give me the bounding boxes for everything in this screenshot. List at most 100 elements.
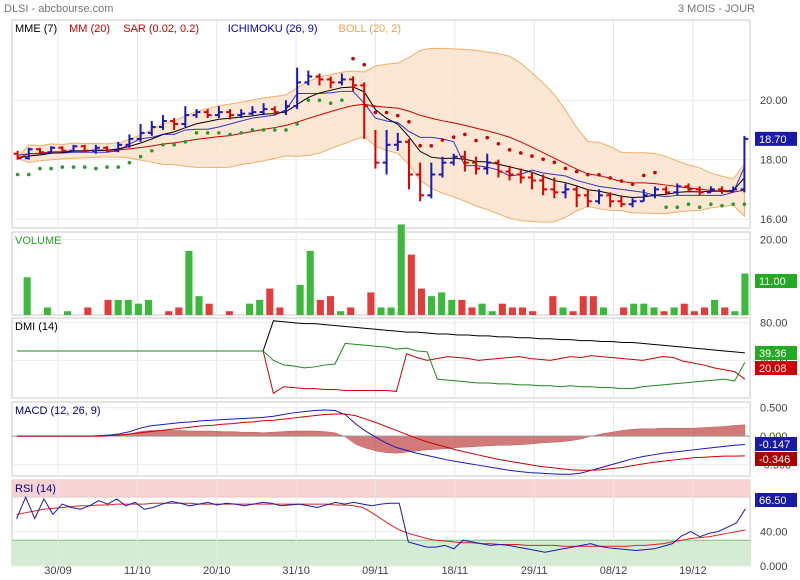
x-tick-label: 29/11 bbox=[521, 565, 548, 577]
x-tick-label: 19/12 bbox=[679, 565, 707, 577]
sar-dot bbox=[228, 132, 232, 137]
price-legend-item: MM (20) bbox=[69, 23, 110, 35]
price-bar bbox=[505, 165, 514, 181]
volume-bar bbox=[417, 288, 425, 315]
macd-y-tick-label: 0.500 bbox=[760, 403, 788, 415]
volume-bar bbox=[518, 307, 527, 315]
sar-dot bbox=[530, 154, 534, 158]
volume-legend-item: VOLUME bbox=[15, 235, 61, 247]
dmi-y-tick-label: 80.00 bbox=[760, 318, 788, 330]
volume-bar bbox=[670, 307, 678, 315]
sar-dot bbox=[306, 98, 311, 103]
sar-dot bbox=[407, 119, 411, 124]
dmi-last-value-text: 20.08 bbox=[759, 363, 787, 375]
sar-dot bbox=[418, 143, 422, 148]
macd-line bbox=[17, 409, 745, 475]
volume-bar bbox=[498, 303, 506, 315]
price-bar bbox=[181, 106, 190, 127]
price-legend-item: BOLL (20, 2) bbox=[339, 23, 402, 35]
price-last-value-badge bbox=[755, 131, 797, 146]
price-bar bbox=[24, 147, 33, 160]
price-bar bbox=[460, 150, 469, 172]
sar-dot bbox=[317, 98, 322, 103]
sar-dot bbox=[194, 131, 199, 135]
volume-last-value-badge bbox=[755, 274, 797, 288]
sar-dot bbox=[731, 202, 736, 207]
volume-bar bbox=[337, 311, 345, 315]
volume-bar bbox=[700, 307, 709, 315]
volume-bar bbox=[134, 303, 142, 315]
sar-dot bbox=[720, 203, 724, 208]
volume-bar bbox=[640, 303, 648, 315]
volume-bar bbox=[165, 311, 173, 315]
sar-dot bbox=[395, 113, 400, 118]
x-tick-label: 30/09 bbox=[44, 565, 72, 577]
volume-bar bbox=[488, 311, 496, 315]
volume-bar bbox=[428, 296, 436, 315]
volume-bar bbox=[64, 311, 72, 315]
sar-dot bbox=[709, 202, 713, 207]
price-bar bbox=[393, 132, 402, 151]
sar-dot bbox=[463, 132, 467, 137]
volume-bar bbox=[387, 307, 395, 315]
price-y-tick-label: 20.00 bbox=[760, 95, 788, 107]
price-bar bbox=[13, 150, 22, 160]
price-bar bbox=[270, 106, 279, 116]
macd-last-value-text: -0.147 bbox=[759, 439, 790, 451]
sar-dot bbox=[552, 160, 557, 165]
sar-dot bbox=[183, 140, 188, 144]
dmi-panel-frame bbox=[11, 317, 751, 399]
price-bar bbox=[606, 192, 615, 208]
volume-bar bbox=[367, 292, 375, 315]
sar-dot bbox=[384, 110, 389, 115]
sar-dot bbox=[351, 56, 355, 61]
price-bar bbox=[203, 109, 212, 119]
price-bar bbox=[69, 144, 78, 153]
price-bar bbox=[259, 103, 268, 116]
price-bar bbox=[483, 153, 492, 175]
sar-dot bbox=[597, 173, 601, 177]
sar-dot bbox=[328, 101, 333, 105]
price-y-tick-label: 18.00 bbox=[760, 155, 788, 167]
macd-signal-line bbox=[17, 413, 745, 471]
volume-bar bbox=[741, 273, 749, 315]
volume-bar bbox=[529, 311, 537, 315]
volume-panel-frame bbox=[11, 231, 751, 316]
volume-bar bbox=[690, 311, 698, 315]
price-bar bbox=[706, 186, 715, 194]
sar-dot bbox=[71, 165, 76, 169]
price-last-value-text: 18.70 bbox=[759, 134, 787, 146]
volume-bar bbox=[43, 307, 51, 315]
price-bar bbox=[561, 183, 570, 199]
volume-bar bbox=[296, 284, 304, 315]
price-bar bbox=[539, 174, 548, 196]
volume-bar bbox=[589, 296, 597, 315]
volume-bar bbox=[650, 307, 658, 315]
price-bar bbox=[326, 76, 335, 89]
sar-dot bbox=[653, 170, 657, 175]
sar-dot bbox=[451, 135, 456, 140]
price-bar bbox=[572, 186, 581, 208]
rsi-last-value-text: 66.50 bbox=[759, 495, 787, 507]
price-bar bbox=[673, 183, 682, 196]
price-bar bbox=[695, 186, 704, 196]
x-tick-label: 20/10 bbox=[203, 565, 231, 577]
volume-bar bbox=[721, 307, 729, 315]
sar-dot bbox=[295, 122, 299, 126]
price-bar bbox=[371, 105, 380, 169]
volume-bar bbox=[84, 307, 92, 315]
volume-bar bbox=[438, 292, 446, 315]
dmi-legend-item: DMI (14) bbox=[15, 321, 58, 333]
sar-dot bbox=[586, 172, 590, 177]
price-bar bbox=[159, 115, 167, 130]
x-tick-label: 11/10 bbox=[124, 565, 151, 577]
price-bar bbox=[639, 189, 648, 203]
price-bar bbox=[315, 73, 324, 86]
price-bar bbox=[293, 67, 302, 110]
volume-bar bbox=[599, 307, 607, 315]
volume-bar bbox=[326, 296, 334, 315]
mme7-line bbox=[17, 86, 745, 199]
sar-dot bbox=[619, 179, 624, 183]
sar-dot bbox=[742, 202, 747, 207]
macd-last-value-text: -0.346 bbox=[759, 454, 790, 466]
